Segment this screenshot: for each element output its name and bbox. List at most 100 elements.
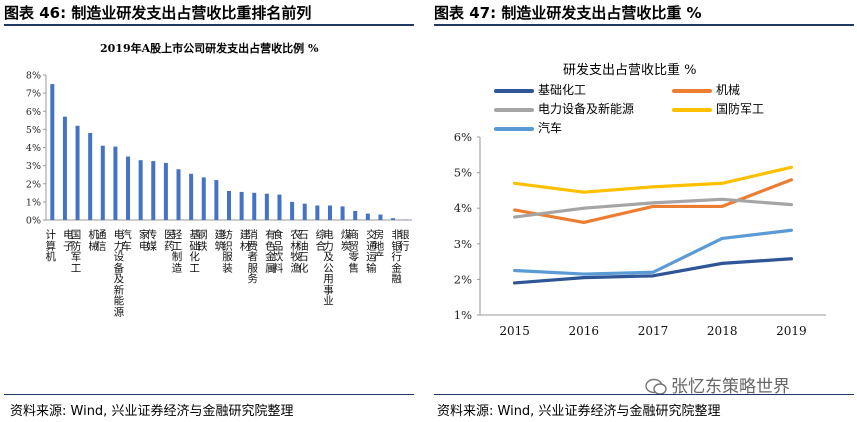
bar-x-tick-char: 传 [145,229,157,240]
bar-x-tick-char: 林 [289,239,301,251]
line-y-tick-label: 5% [454,166,472,180]
legend-swatch-5 [494,126,534,131]
line-series-3 [512,197,793,219]
bar-x-tick-char: 计 [44,228,56,240]
line-series-1 [512,257,793,285]
bar-x-tick-char: 食 [271,228,283,240]
left-source: 资料来源: Wind, 兴业证券经济与金融研究院整理 [10,404,294,419]
left-figure-title: 图表 46: 制造业研发支出占营收比重排名前列 [4,4,312,22]
bar-x-tick-char: 电 [112,228,124,239]
bar-x-tick-char: 药 [163,240,175,251]
left-title-rule [4,24,414,26]
bar-x-tick-label: 非银行金融 [390,229,402,284]
legend-label-2: 机械 [716,83,741,97]
bar-x-tick-label: 建筑 [213,228,225,250]
right-title-rule [434,24,854,26]
bar-y-tick-label: 5% [26,125,41,136]
bar-x-tick-char: 电 [62,228,74,239]
bar-x-tick-char: 力 [322,239,334,251]
bar-x-tick-char: 电 [322,228,334,239]
bar-x-tick-char: 织 [221,240,233,251]
bar-x-tick-label: 房地产 [372,228,384,262]
bar-x-tick-char: 军 [70,251,82,262]
bar-x-tick-char: 金 [390,261,402,272]
bar-mark [227,191,231,220]
left-source-rule [4,394,414,395]
bar-x-tick-label: 消费者服务 [246,228,258,284]
bar-mark [290,201,295,220]
bar-x-tick-label: 建材 [239,228,251,250]
bar-x-tick-label: 电力设备及新能源 [112,228,124,317]
bar-x-tick-char: 造 [171,261,183,272]
bar-x-tick-char: 业 [322,295,334,306]
bar-mark [391,218,396,220]
line-y-tick-label: 1% [454,308,472,322]
bar-x-tick-char: 纺 [221,228,233,240]
bar-mark [340,206,345,220]
bar-mark [100,145,105,220]
bar-x-tick-char: 子 [62,240,74,251]
bar-x-tick-char: 油 [297,239,309,250]
bar-x-tick-char: 铁 [196,239,208,251]
line-y-tick-label: 3% [454,237,472,251]
bar-x-tick-label: 农林牧渔 [289,228,301,273]
bar-x-tick-char: 有 [264,228,276,240]
bar-x-tick-char: 服 [221,251,233,262]
bar-x-tick-label: 基础化工 [188,228,200,272]
bar-x-tick-label: 商贸零售 [347,228,359,273]
line-chart-title: 研发支出占营收比重 % [563,63,697,78]
bar-mark [163,162,168,220]
bar-x-tick-char: 医 [163,229,175,240]
bar-mark [138,160,143,220]
bar-mark [252,192,257,220]
bar-x-tick-char: 国 [70,229,82,240]
bar-mark [365,213,370,220]
bar-x-tick-char: 地 [372,239,384,250]
bar-x-tick-char: 汽 [120,228,132,239]
bar-x-tick-label: 食品饮料 [271,228,283,273]
bar-x-tick-char: 制 [171,250,183,261]
bar-x-tick-label: 国防军工 [70,229,82,273]
bar-x-tick-char: 基 [188,228,200,239]
bar-mark [126,156,131,220]
bar-mark [239,191,244,220]
bar-x-tick-char: 设 [112,251,124,262]
bar-x-tick-label: 有色金属 [264,228,276,273]
bar-x-tick-char: 售 [347,261,359,273]
bar-mark [264,193,269,220]
bar-x-tick-char: 运 [365,251,377,262]
bar-chart: 0%1%2%3%4%5%6%7%8%计算机电子国防军工机械通信电力设备及新能源汽… [26,71,412,317]
bar-mark [75,125,80,220]
bar-x-tick-char: 机 [87,228,99,240]
line-x-tick-label: 2017 [638,324,669,338]
bar-x-tick-char: 消 [246,228,258,240]
bar-mark [62,116,67,220]
line-x-tick-label: 2019 [776,324,807,338]
bar-x-tick-char: 轻 [171,228,183,239]
bar-x-tick-char: 银 [398,228,410,240]
bar-x-tick-char: 力 [112,239,124,251]
line-x-tick-label: 2015 [499,324,530,338]
line-series-2 [512,178,793,225]
legend-item-4: 国防军工 [672,100,764,117]
bar-mark [214,180,219,220]
bar-x-tick-char: 非 [390,229,402,240]
bar-x-tick-char: 工 [171,240,183,251]
bar-mark [151,161,156,220]
bar-x-tick-char: 合 [314,239,326,251]
bar-x-tick-char: 工 [70,262,82,273]
bar-x-tick-char: 品 [271,240,283,251]
bar-y-tick-label: 1% [26,197,41,208]
bar-x-tick-char: 输 [365,261,377,273]
bar-mark [353,210,358,220]
bar-x-tick-label: 电子 [62,228,74,250]
bar-x-tick-char: 费 [246,239,258,251]
bar-x-tick-label: 汽车 [120,228,132,251]
bar-mark [201,177,206,220]
bar-x-tick-char: 零 [347,251,359,262]
bar-x-tick-char: 用 [322,273,334,284]
bar-x-tick-char: 防 [70,239,82,251]
bar-x-tick-char: 公 [322,262,334,273]
bar-x-tick-char: 农 [289,228,301,240]
bar-x-tick-char: 行 [390,250,402,262]
